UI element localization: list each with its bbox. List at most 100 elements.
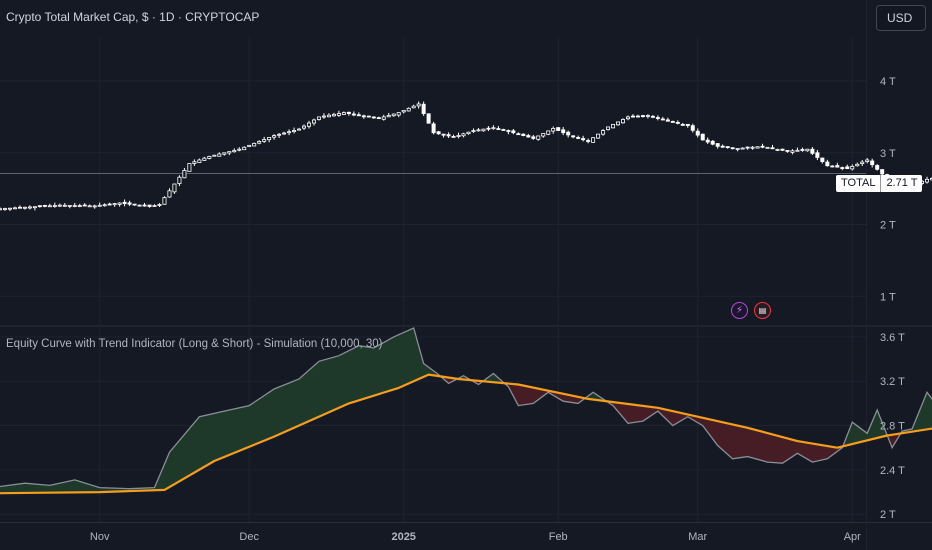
candle-body <box>132 203 137 206</box>
indicator-title[interactable]: Equity Curve with Trend Indicator (Long … <box>6 338 383 350</box>
candle-body <box>82 204 87 207</box>
candle-body <box>386 115 391 118</box>
candle <box>97 202 102 207</box>
candle <box>790 149 795 155</box>
candle <box>511 129 516 135</box>
candle <box>855 162 860 167</box>
candle <box>416 101 421 109</box>
candle-body <box>192 161 197 164</box>
candle-body <box>620 119 625 124</box>
candle-body <box>157 204 162 206</box>
candle <box>496 126 501 130</box>
candle <box>401 110 406 114</box>
candle-body <box>536 135 541 140</box>
candle <box>117 202 122 207</box>
candle <box>316 116 321 121</box>
candle-body <box>207 155 212 159</box>
dividend-lightning-icon[interactable]: ⚡ <box>731 302 748 319</box>
candle <box>695 128 700 138</box>
candle <box>237 147 242 152</box>
candle <box>197 158 202 163</box>
candle <box>27 205 32 210</box>
x-tick-label: 2025 <box>391 531 415 543</box>
candle-body <box>630 115 635 118</box>
candle-body <box>601 130 606 135</box>
candle-body <box>87 205 92 208</box>
candle-body <box>67 204 72 207</box>
candle <box>212 154 217 157</box>
candle <box>62 203 67 207</box>
candle-body <box>930 178 932 181</box>
candle-body <box>232 150 237 153</box>
candle <box>620 118 625 124</box>
candle <box>650 114 655 119</box>
candle <box>785 150 790 153</box>
candle-body <box>7 207 12 210</box>
candle-body <box>167 190 172 198</box>
candle <box>660 116 665 121</box>
candle-body <box>770 147 775 150</box>
candle <box>202 156 207 161</box>
candle <box>341 111 346 116</box>
candle <box>576 135 581 140</box>
candle <box>32 206 37 211</box>
candle <box>875 164 880 171</box>
candle-body <box>875 165 880 170</box>
us-flag-icon[interactable]: ▤ <box>754 302 771 319</box>
candle-body <box>436 131 441 135</box>
candle-body <box>37 205 42 208</box>
candle-body <box>237 148 242 151</box>
x-tick-label: Nov <box>90 531 110 543</box>
candle <box>571 135 576 139</box>
candle-body <box>247 144 252 147</box>
candle <box>12 206 17 210</box>
candle <box>461 132 466 138</box>
candle <box>700 133 705 141</box>
candle-body <box>526 135 531 138</box>
x-tick-label: Apr <box>844 531 861 543</box>
candle-body <box>336 113 341 116</box>
candle <box>262 136 267 143</box>
currency-button[interactable]: USD <box>876 5 926 31</box>
candle-body <box>52 205 57 207</box>
candle-body <box>316 116 321 120</box>
candle-body <box>12 207 17 210</box>
candle-body <box>576 137 581 139</box>
candle-body <box>516 133 521 136</box>
candle-body <box>137 204 142 207</box>
candle-body <box>297 128 302 131</box>
candle-body <box>22 206 27 209</box>
candle-body <box>302 125 307 129</box>
candle <box>321 113 326 119</box>
candle <box>521 133 526 137</box>
candle-body <box>212 154 217 157</box>
candle-body <box>431 123 436 134</box>
candle <box>22 206 27 210</box>
candle <box>162 196 167 205</box>
candle-body <box>591 137 596 143</box>
equity-fill-areas <box>0 328 932 494</box>
candle <box>541 133 546 138</box>
candle <box>630 114 635 118</box>
candle-body <box>446 134 451 137</box>
candle-body <box>2 208 7 210</box>
candle <box>805 148 810 152</box>
candle-body <box>72 205 77 207</box>
candle <box>561 126 566 136</box>
candle-body <box>77 205 82 207</box>
indicator-y-tick-label: 2.8 T <box>880 421 905 433</box>
candle-body <box>321 115 326 118</box>
candle <box>546 130 551 136</box>
candle-body <box>531 136 536 139</box>
candle <box>67 204 72 209</box>
candle-body <box>481 128 486 132</box>
candle-body <box>426 113 431 124</box>
candle <box>7 207 12 211</box>
candle <box>346 111 351 116</box>
candle-body <box>57 204 62 207</box>
candle-body <box>745 146 750 149</box>
chart-title: Crypto Total Market Cap, $ · 1D · CRYPTO… <box>6 10 260 24</box>
main-y-tick-label: 3 T <box>880 148 896 160</box>
candle <box>780 148 785 152</box>
